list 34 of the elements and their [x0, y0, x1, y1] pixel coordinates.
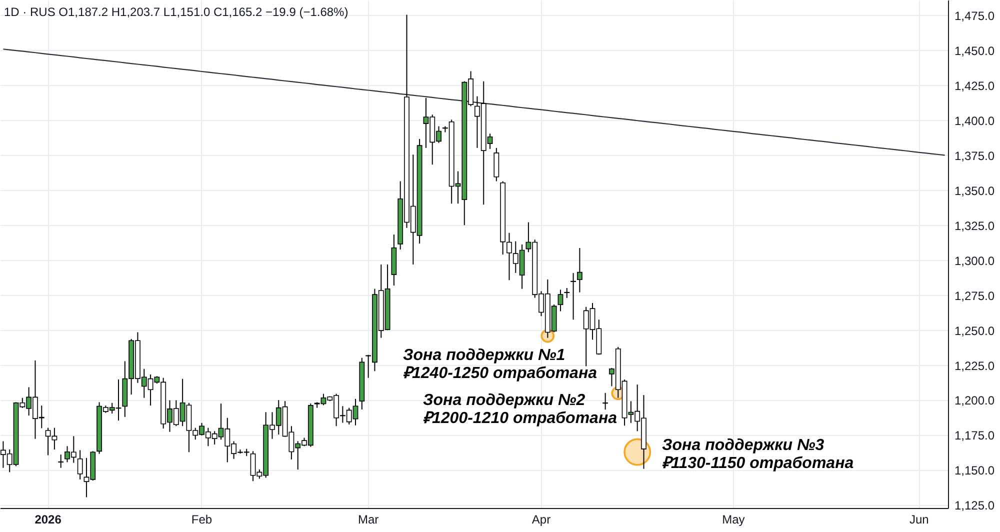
x-tick-label: Mar: [358, 512, 379, 526]
y-tick-label: 1,175.0: [954, 428, 995, 443]
x-tick-label: Jun: [909, 512, 929, 526]
y-tick-label: 1,150.0: [954, 464, 995, 478]
y-tick-label: 1,475.0: [954, 8, 995, 23]
candlestick: [576, 247, 582, 293]
candlestick: [570, 272, 576, 320]
y-tick-label: 1,275.0: [954, 288, 995, 303]
y-tick-label: 1,425.0: [954, 78, 995, 93]
candlestick: [564, 288, 570, 298]
annotation: Зона поддержки №1 ₽1240-1250 отработана: [403, 347, 598, 382]
x-tick-label: 2026: [34, 512, 62, 526]
annotation: Зона поддержки №3 ₽1130-1150 отработана: [662, 437, 854, 472]
line-series: [2, 48, 946, 156]
annotation: Зона поддержки №2 ₽1200-1210 отработана: [423, 392, 618, 427]
y-tick-label: 1,325.0: [954, 218, 995, 233]
x-tick-label: Apr: [532, 512, 551, 526]
y-tick-label: 1,400.0: [954, 114, 995, 128]
y-tick-label: 1,225.0: [954, 358, 995, 373]
candlestick: [77, 450, 83, 480]
chart-title: 1D · RUS O1,187.2 H1,203.7 L1,151.0 C1,165.2 −19.9 (−1.68%): [4, 5, 348, 19]
candlestick: [558, 289, 564, 312]
candlestick: [494, 147, 500, 182]
y-tick-label: 1,250.0: [954, 324, 995, 338]
y-tick-label: 1,125.0: [954, 498, 995, 513]
x-tick-label: Feb: [191, 512, 212, 526]
y-tick-label: 1,300.0: [954, 254, 995, 268]
y-tick-label: 1,375.0: [954, 148, 995, 163]
x-tick-label: May: [722, 512, 745, 526]
y-tick-label: 1,350.0: [954, 184, 995, 198]
y-tick-label: 1,450.0: [954, 44, 995, 58]
y-tick-label: 1,200.0: [954, 394, 995, 408]
candlestick: [602, 392, 608, 410]
candlestick: [58, 454, 64, 468]
